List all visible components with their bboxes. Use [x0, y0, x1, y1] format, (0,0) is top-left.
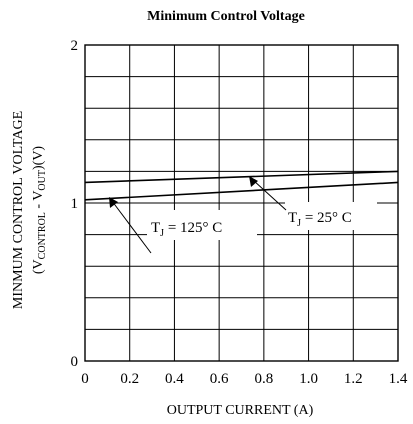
y-tick-label: 0 — [71, 354, 79, 370]
x-tick-label: 1.0 — [299, 371, 318, 387]
y-axis-label: MINMUM CONTROL VOLTAGE (VCONTROL - VOUT)… — [11, 111, 48, 309]
x-tick-label: 0 — [81, 371, 89, 387]
y-tick-label: 1 — [71, 196, 79, 212]
y-axis-label-line1: MINMUM CONTROL VOLTAGE — [11, 111, 26, 309]
x-tick-label: 0.8 — [254, 371, 273, 387]
annotation-tj-125: TJ = 125° C — [109, 197, 257, 254]
annotation-tj-25: TJ = 25° C — [249, 176, 377, 230]
x-axis-label: OUTPUT CURRENT (A) — [167, 403, 314, 418]
chart-title: Minimum Control Voltage — [147, 9, 305, 24]
series-line-tj-25 — [84, 170, 399, 184]
y-axis-label-mid: - V — [31, 191, 46, 213]
annotation-tj-125-label: TJ = 125° C — [151, 220, 222, 239]
y-axis-label-open: (V — [31, 259, 46, 274]
annotation-tj-125-leader — [111, 200, 152, 254]
annotation-tj-25-leader — [252, 179, 287, 211]
series-group — [84, 170, 399, 201]
y-tick-label: 2 — [71, 38, 79, 54]
annotation-tj-125-bg — [147, 210, 257, 240]
y-axis-label-line2: (VCONTROL - VOUT)(V) — [31, 146, 48, 275]
x-tick-label: 0.4 — [165, 371, 184, 387]
x-tick-labels: 0 0.2 0.4 0.6 0.8 1.0 1.2 1.4 — [81, 371, 408, 387]
y-axis-label-control-sub: CONTROL — [37, 212, 48, 259]
annotation-tj-125-arrowhead — [109, 197, 118, 208]
x-tick-label: 0.2 — [120, 371, 139, 387]
y-tick-labels: 0 1 2 — [71, 38, 79, 370]
x-tick-label: 0.6 — [210, 371, 229, 387]
x-tick-label: 1.2 — [344, 371, 363, 387]
plot-frame — [84, 44, 399, 362]
annotation-tj-25-label: TJ = 25° C — [288, 210, 352, 229]
y-axis-label-out-sub: OUT — [37, 170, 48, 191]
series-line-tj-125 — [84, 181, 399, 201]
y-axis-label-close: )(V) — [31, 146, 46, 170]
annotation-tj-25-arrowhead — [249, 176, 258, 187]
annotation-tj-25-bg — [285, 202, 377, 230]
x-tick-label: 1.4 — [389, 371, 408, 387]
